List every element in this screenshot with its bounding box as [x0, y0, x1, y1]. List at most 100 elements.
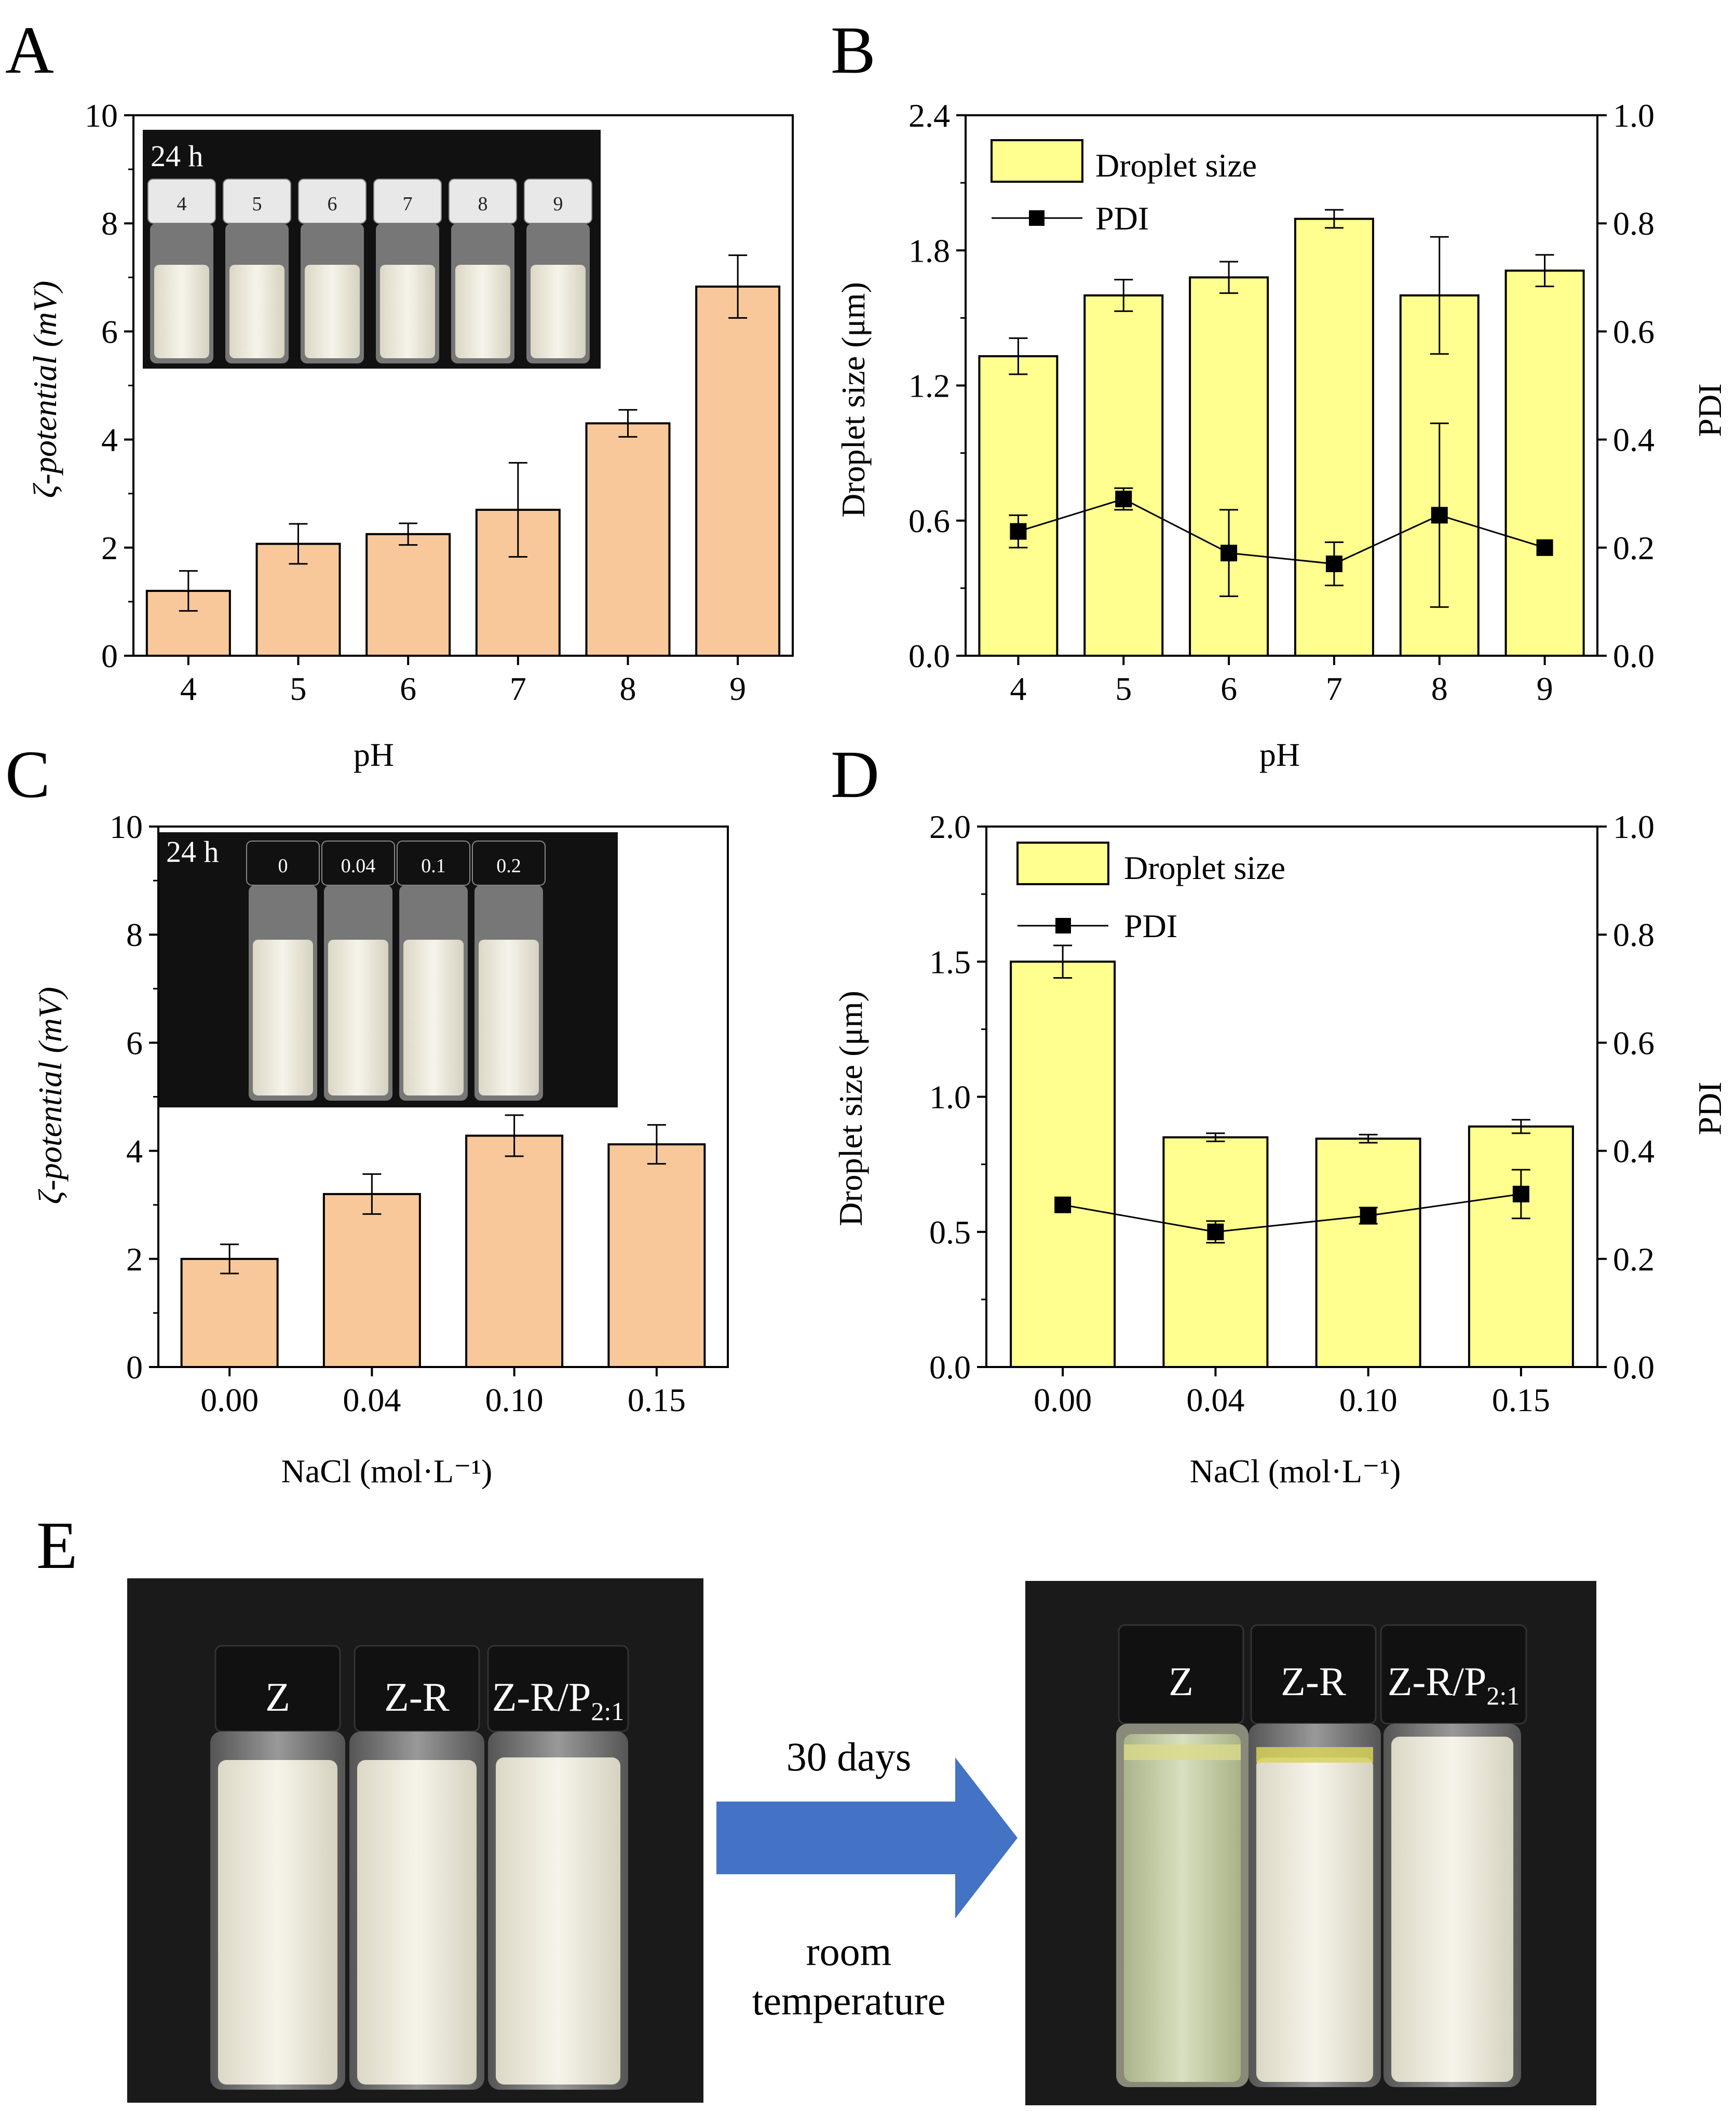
- bar-5: [1083, 294, 1164, 657]
- y-tick-label: 0: [126, 1349, 143, 1386]
- inset-time-label: 24 h: [151, 139, 204, 173]
- y2-tick-label: 0.6: [1613, 313, 1654, 350]
- vial-label: 6: [328, 193, 337, 215]
- x-tick-label: 0.10: [1339, 1382, 1398, 1418]
- vial-emulsion: [229, 265, 284, 358]
- vial-label-z: Z: [265, 1674, 290, 1720]
- pdi-point-0.15: [1512, 1185, 1529, 1202]
- chart-a-x-axis: 4 5 6 7 8 9: [180, 656, 746, 707]
- x-tick-label: 0.00: [200, 1382, 259, 1418]
- y2-tick-label: 1.0: [1613, 808, 1654, 845]
- vial-zr-before: [349, 1645, 484, 2090]
- y-tick-label: 1.8: [908, 232, 950, 269]
- chart-d-x-axis: 0.00 0.04 0.10 0.15: [1034, 1367, 1550, 1418]
- x-tick-label: 0.04: [1186, 1382, 1244, 1418]
- bar-0.04: [322, 1193, 421, 1368]
- y-tick-label: 4: [126, 1133, 143, 1170]
- y-tick-label: 10: [110, 808, 143, 845]
- chart-d: 0.00.51.01.52.0 0.00.20.40.60.81.0 0.00 0…: [832, 808, 1728, 1490]
- x-tick-label: 7: [510, 670, 526, 707]
- photo-before: Z Z-R Z-R/P2:1: [127, 1578, 703, 2103]
- vial-emulsion: [253, 940, 313, 1095]
- vial-label-zr: Z-R: [384, 1674, 450, 1720]
- y-tick-label: 1.5: [929, 943, 971, 980]
- vial-label: 7: [403, 193, 413, 215]
- bar-0.15: [607, 1143, 706, 1368]
- chart-c-inset-photo: 0 0.04 0.1 0.2 24 h: [158, 832, 618, 1107]
- vial-label-z-after: Z: [1169, 1659, 1194, 1704]
- y2-tick-label: 0.6: [1613, 1024, 1654, 1061]
- legend-bar-swatch: [1016, 842, 1109, 885]
- chart-b-plot-frame: [965, 114, 1598, 657]
- panel-letter-b: B: [831, 13, 876, 88]
- chart-d-pdi-line: [1054, 1169, 1530, 1244]
- y2-tick-label: 0.2: [1613, 530, 1654, 566]
- y2-tick-label: 1.0: [1613, 97, 1654, 134]
- y-tick-label: 0: [101, 638, 118, 674]
- chart-a-error-bars: [179, 254, 748, 612]
- vial-zrp-after: [1380, 1624, 1527, 2087]
- bar-0.10: [1315, 1138, 1421, 1368]
- chart-a-inset-photo: 4 5 6 7 8 9 24 h: [143, 130, 601, 369]
- x-tick-label: 5: [290, 670, 307, 707]
- y-tick-label: 1.2: [908, 368, 950, 404]
- legend-bar-label: Droplet size: [1095, 147, 1257, 184]
- vial-label: 0.1: [421, 855, 446, 877]
- y2-tick-label: 0.2: [1613, 1241, 1654, 1278]
- chart-d-error-bars: [1053, 944, 1530, 1144]
- pdi-point-5: [1115, 491, 1132, 508]
- x-tick-label: 4: [1010, 670, 1026, 707]
- bar-9: [1504, 269, 1585, 657]
- vial-z-after: [1116, 1624, 1249, 2087]
- chart-a-y-axis: 0 2 4 6 8 10: [85, 97, 133, 674]
- y-tick-label: 8: [101, 205, 118, 242]
- vial-label: 8: [478, 193, 488, 215]
- legend-line-marker: [1029, 210, 1045, 226]
- y-tick-label: 10: [85, 97, 118, 134]
- y-tick-label: 0.0: [929, 1349, 971, 1386]
- vial-emulsion: [154, 265, 209, 358]
- legend-line-label: PDI: [1124, 908, 1177, 944]
- pdi-point-4: [1010, 523, 1027, 540]
- x-tick-label: 0.00: [1034, 1382, 1092, 1418]
- panel-letter-c: C: [5, 737, 50, 812]
- chart-b-pdi-line: [1009, 422, 1553, 608]
- arrow-label-bottom-1: room: [806, 1929, 892, 1974]
- chart-b-y-label: Droplet size (μm): [835, 282, 872, 518]
- vial-emulsion: [403, 940, 464, 1095]
- x-tick-label: 8: [620, 670, 636, 707]
- y2-tick-label: 0.8: [1613, 205, 1654, 242]
- legend-bar-label: Droplet size: [1124, 849, 1285, 886]
- bar-9: [695, 285, 781, 657]
- vial-emulsion: [531, 265, 586, 358]
- x-tick-label: 8: [1431, 670, 1448, 707]
- chart-b-y2-label: PDI: [1691, 383, 1728, 437]
- x-tick-label: 6: [1220, 670, 1237, 707]
- pdi-line: [1018, 498, 1545, 565]
- y-tick-label: 2: [101, 530, 118, 566]
- chart-b-left-axis: 0.0 0.6 1.2 1.8 2.4: [908, 97, 966, 674]
- y-tick-label: 2.4: [908, 97, 950, 134]
- arrow-shape: [716, 1757, 1018, 1918]
- vial-zrp-before: [487, 1645, 629, 2090]
- vial-label: 4: [177, 193, 187, 215]
- bar-0.00: [1010, 960, 1116, 1368]
- chart-b-right-axis: 0.0 0.2 0.4 0.6 0.8 1.0: [1597, 97, 1654, 674]
- x-tick-label: 0.15: [1492, 1382, 1550, 1418]
- y-tick-label: 0.5: [929, 1214, 971, 1251]
- legend-line-label: PDI: [1095, 200, 1149, 237]
- vial-label: 0.2: [496, 855, 521, 877]
- chart-c-x-axis: 0.00 0.04 0.10 0.15: [200, 1367, 686, 1418]
- vial-emulsion: [479, 940, 539, 1095]
- x-tick-label: 9: [1537, 670, 1553, 707]
- inset-background: [143, 130, 601, 369]
- chart-b-x-label: pH: [1259, 736, 1300, 773]
- bar-0.04: [1162, 1136, 1269, 1368]
- panel-letter-d: D: [831, 737, 879, 812]
- legend-bar-swatch: [991, 139, 1083, 183]
- x-tick-label: 9: [729, 670, 746, 707]
- pdi-point-9: [1536, 539, 1553, 556]
- x-tick-label: 0.10: [485, 1382, 544, 1418]
- pdi-point-7: [1325, 556, 1342, 573]
